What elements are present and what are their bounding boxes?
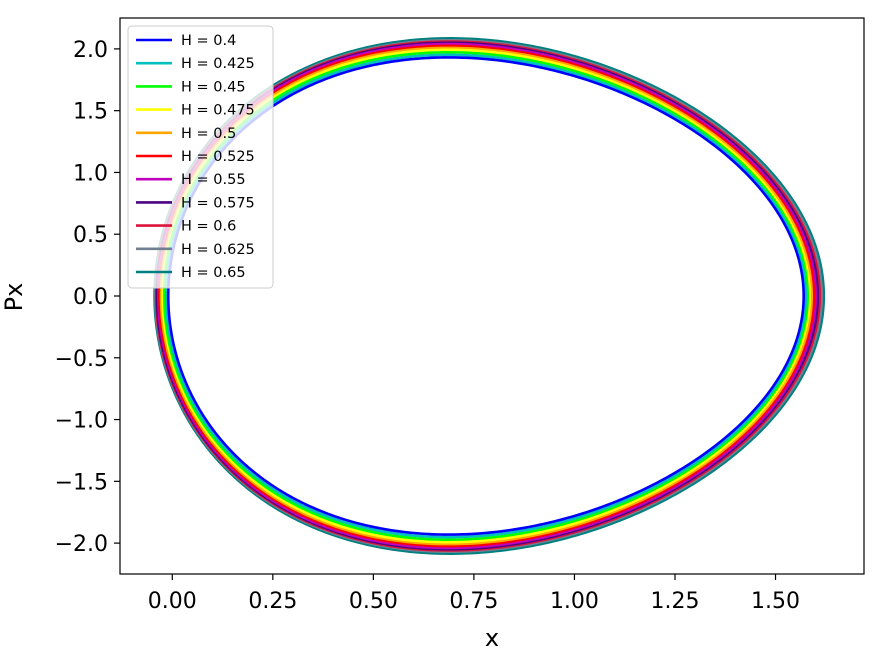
series-line bbox=[156, 42, 818, 550]
series-layer bbox=[153, 37, 826, 555]
legend-label: H = 0.55 bbox=[181, 172, 246, 188]
series-line bbox=[164, 53, 807, 539]
legend-box bbox=[127, 25, 274, 289]
y-tick-label: 0.5 bbox=[73, 223, 108, 248]
legend-label: H = 0.525 bbox=[181, 149, 255, 165]
x-tick-label: 1.25 bbox=[650, 589, 699, 614]
series-line bbox=[162, 51, 810, 541]
series-line bbox=[166, 56, 805, 536]
x-axis-title: x bbox=[485, 624, 499, 652]
legend-label: H = 0.45 bbox=[181, 79, 246, 95]
y-tick-label: −0.5 bbox=[55, 347, 108, 372]
y-tick-label: 1.5 bbox=[73, 100, 108, 125]
legend-label: H = 0.5 bbox=[181, 126, 236, 142]
series-line bbox=[161, 48, 812, 544]
y-axis: −2.0 −1.5 −1.0 −0.5 0.0 0.5 1.0 1.5 2.0 bbox=[55, 38, 120, 557]
y-tick-label: −2.0 bbox=[55, 532, 108, 557]
series-line bbox=[158, 44, 816, 548]
legend-label: H = 0.625 bbox=[181, 242, 255, 258]
legend-label: H = 0.475 bbox=[181, 103, 255, 119]
legend-label: H = 0.575 bbox=[181, 195, 255, 211]
y-tick-label: −1.5 bbox=[55, 470, 108, 495]
series-line bbox=[159, 46, 814, 546]
x-tick-label: 0.50 bbox=[349, 589, 398, 614]
legend-label: H = 0.4 bbox=[181, 33, 236, 49]
legend-label: H = 0.65 bbox=[181, 265, 246, 281]
y-tick-label: 2.0 bbox=[73, 38, 108, 63]
legend-label: H = 0.425 bbox=[181, 56, 255, 72]
legend: H = 0.4 H = 0.425 H = 0.45 H = 0.475 H = 0.5… bbox=[127, 25, 274, 289]
y-tick-label: 1.0 bbox=[73, 161, 108, 186]
x-tick-label: 1.50 bbox=[751, 589, 800, 614]
x-tick-label: 0.75 bbox=[449, 589, 498, 614]
y-axis-title: Px bbox=[0, 283, 28, 312]
y-tick-label: 0.0 bbox=[73, 285, 108, 310]
x-axis: 0.00 0.25 0.50 0.75 1.00 1.25 1.50 bbox=[148, 574, 800, 614]
series-line bbox=[153, 37, 826, 555]
legend-label: H = 0.6 bbox=[181, 219, 236, 235]
x-tick-label: 1.00 bbox=[550, 589, 599, 614]
x-tick-label: 0.25 bbox=[248, 589, 297, 614]
y-tick-label: −1.0 bbox=[55, 409, 108, 434]
x-tick-label: 0.00 bbox=[148, 589, 197, 614]
